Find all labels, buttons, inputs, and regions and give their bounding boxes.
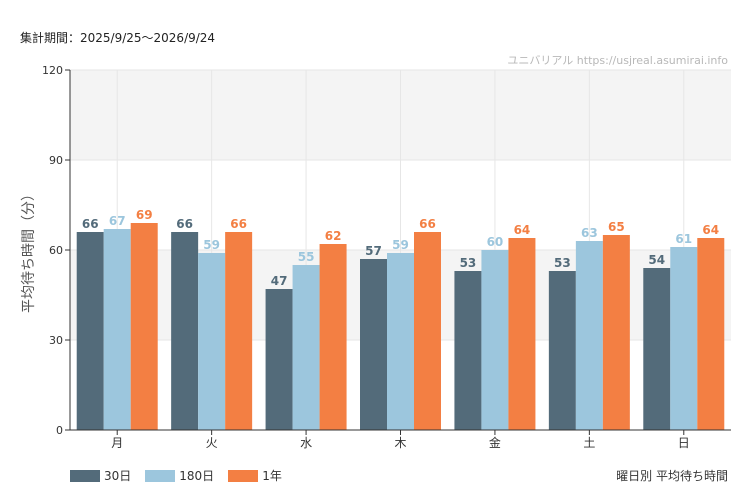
data-label: 66 (176, 217, 193, 231)
bar (670, 247, 698, 430)
data-label: 53 (554, 256, 571, 270)
bar (319, 244, 347, 430)
y-tick-label: 120 (42, 64, 63, 77)
bar (454, 271, 482, 430)
data-label: 69 (136, 208, 153, 222)
legend-label: 180日 (179, 469, 215, 483)
data-label: 67 (109, 214, 126, 228)
bar (292, 265, 320, 430)
bars (76, 223, 725, 430)
data-label: 59 (203, 238, 220, 252)
data-label: 53 (460, 256, 477, 270)
bar (575, 241, 603, 430)
data-label: 47 (271, 274, 288, 288)
bar (387, 253, 414, 430)
legend-swatch (70, 469, 100, 482)
legend-swatch (145, 469, 176, 482)
data-label: 64 (702, 223, 719, 237)
bar (481, 250, 509, 430)
bar (414, 232, 441, 430)
data-label: 64 (514, 223, 531, 237)
bar (198, 253, 226, 430)
x-tick-label: 木 (394, 436, 406, 450)
y-tick-label: 90 (49, 154, 63, 167)
bar (602, 235, 630, 430)
legend-item[interactable]: 30日 (70, 467, 131, 484)
data-label: 66 (82, 217, 99, 231)
bar (76, 232, 104, 430)
data-label: 60 (487, 235, 504, 249)
data-label: 66 (419, 217, 436, 231)
data-label: 63 (581, 226, 598, 240)
data-label: 65 (608, 220, 625, 234)
x-tick-label: 水 (300, 436, 312, 450)
bar (643, 268, 671, 430)
data-label: 62 (325, 229, 342, 243)
data-label: 61 (675, 232, 692, 246)
data-label: 66 (230, 217, 247, 231)
bar (360, 259, 387, 430)
bar (171, 232, 199, 430)
bar (697, 238, 725, 430)
legend: 30日 180日 1年 (70, 467, 282, 484)
data-labels: 66 67 69 66 59 66 47 55 62 57 59 66 53 60 64 53 63 65 54 61… (82, 208, 719, 288)
y-tick-label: 30 (49, 334, 63, 347)
bar (225, 232, 253, 430)
data-label: 59 (392, 238, 409, 252)
legend-swatch (228, 469, 259, 482)
bar (130, 223, 158, 430)
axes: 0 30 60 90 120 月 火 水 木 金 土 日 平均待ち時間（分） (21, 64, 731, 450)
legend-item[interactable]: 1年 (228, 467, 282, 484)
y-axis-title: 平均待ち時間（分） (21, 187, 37, 313)
bar (265, 289, 293, 430)
x-tick-label: 日 (678, 436, 690, 450)
bar (548, 271, 576, 430)
y-tick-label: 0 (56, 424, 63, 437)
data-label: 57 (365, 244, 382, 258)
chart-caption: 曜日別 平均待ち時間 (616, 469, 728, 483)
x-tick-label: 土 (583, 436, 595, 450)
data-label: 55 (298, 250, 315, 264)
legend-label: 1年 (262, 469, 282, 483)
legend-item[interactable]: 180日 (145, 467, 214, 484)
watermark: ユニバリアル https://usjreal.asumirai.info (507, 54, 728, 67)
data-label: 54 (648, 253, 665, 267)
legend-label: 30日 (104, 469, 132, 483)
x-tick-label: 金 (489, 435, 501, 450)
bar (508, 238, 536, 430)
period-label: 集計期間：2025/9/25〜2026/9/24 (20, 31, 216, 45)
x-tick-label: 火 (206, 436, 218, 450)
y-tick-label: 60 (49, 244, 63, 257)
x-tick-label: 月 (111, 436, 123, 450)
bar (103, 229, 131, 430)
